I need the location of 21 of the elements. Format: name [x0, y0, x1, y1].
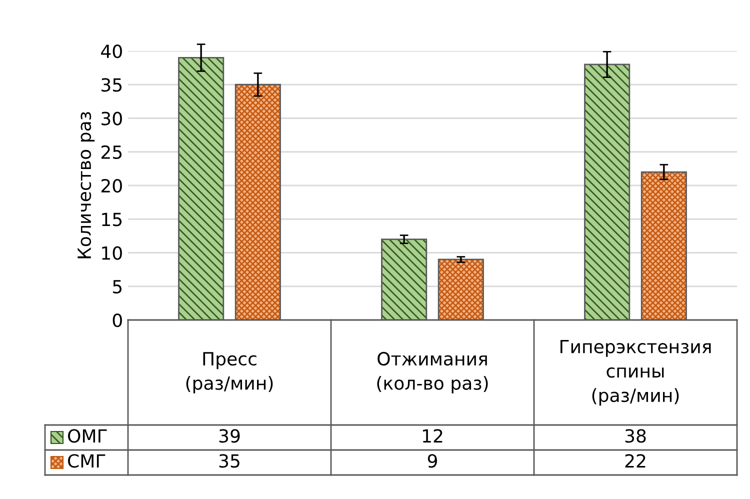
- data-label: 12: [422, 429, 442, 442]
- y-tick-label: 30: [102, 112, 122, 126]
- legend-label: СМГ: [68, 454, 106, 468]
- data-label: 39: [219, 429, 240, 443]
- data-label: 38: [625, 429, 646, 443]
- y-tick-label: 40: [101, 44, 122, 58]
- x-tick-label: Пресс (раз/мин): [186, 352, 273, 394]
- y-axis-title: Количество раз: [78, 112, 95, 258]
- data-label: 9: [428, 454, 437, 468]
- y-tick-label: 5: [113, 280, 122, 294]
- x-tick-label: Гиперэкстензия спины (раз/мин): [560, 340, 711, 406]
- data-label: 22: [625, 454, 646, 468]
- y-tick-label: 15: [102, 212, 122, 226]
- y-tick-label: 20: [101, 178, 122, 193]
- x-tick-label: Отжимания (кол-во раз): [377, 352, 488, 394]
- y-tick-label: 0: [112, 313, 122, 328]
- y-tick-label: 35: [102, 78, 122, 92]
- y-tick-label: 10: [102, 246, 122, 260]
- data-label: 35: [219, 454, 240, 468]
- y-tick-label: 25: [101, 145, 122, 159]
- legend-label: ОМГ: [68, 429, 107, 443]
